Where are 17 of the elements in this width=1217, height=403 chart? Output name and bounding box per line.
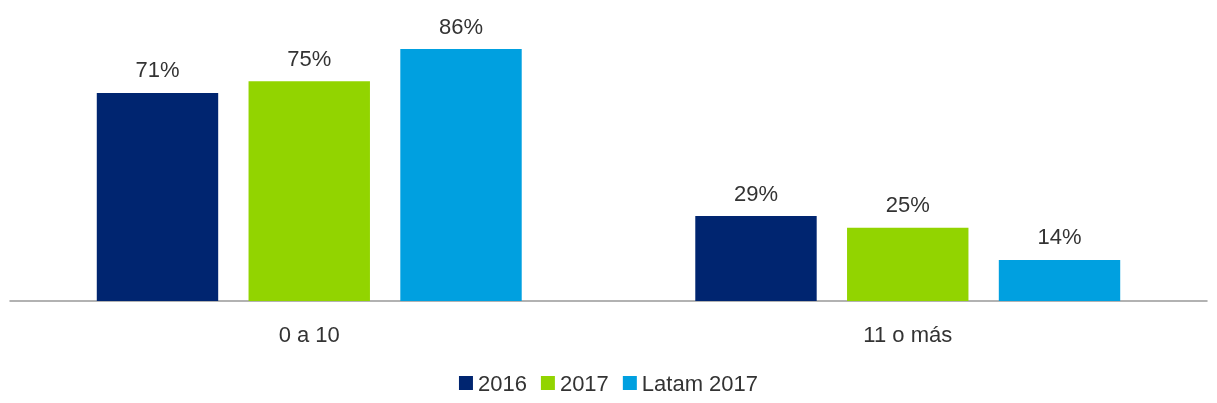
legend-label: 2017 — [559, 370, 609, 396]
data-label: 29% — [733, 180, 779, 206]
legend-label: 2016 — [477, 370, 527, 396]
bar — [847, 227, 969, 301]
data-label: 14% — [1037, 224, 1082, 250]
bar — [695, 216, 817, 301]
legend-label: Latam 2017 — [641, 370, 759, 396]
bar — [400, 49, 522, 301]
data-label: 71% — [135, 57, 180, 83]
bar — [96, 92, 219, 301]
x-tick-label: 0 a 10 — [278, 321, 340, 347]
data-label: 25% — [885, 192, 930, 218]
data-label: 75% — [287, 45, 332, 71]
bar — [998, 259, 1121, 301]
data-label: 86% — [438, 13, 484, 39]
bar — [248, 81, 370, 301]
x-tick-label: 11 o más — [863, 321, 953, 347]
